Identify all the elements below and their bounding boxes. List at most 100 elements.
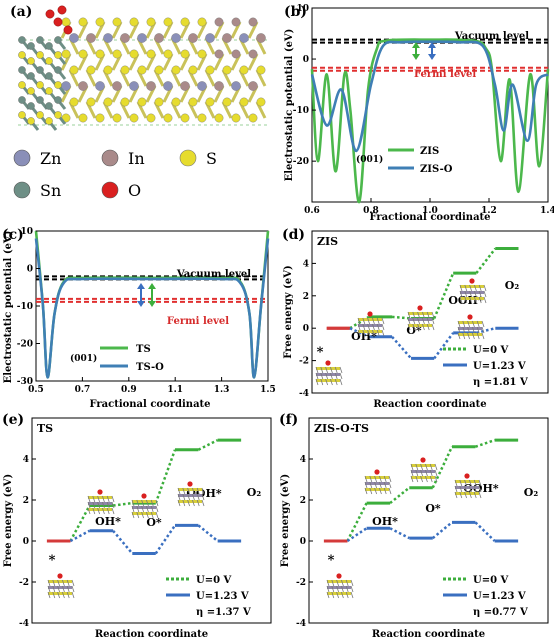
slab-bond — [478, 284, 482, 292]
slab-bond — [146, 505, 149, 513]
y-tick-label: 10 — [20, 227, 33, 237]
slab-bond — [469, 296, 472, 304]
slab-layer — [132, 506, 156, 509]
slab-bond — [92, 507, 96, 515]
species-label-1: OH* — [351, 330, 377, 343]
slab-bond — [425, 469, 428, 477]
slab-bond — [381, 317, 385, 325]
atom — [103, 33, 113, 43]
slab-bond — [341, 591, 344, 599]
slab-bond — [71, 579, 75, 587]
legend-label-1: U=1.23 V — [196, 591, 249, 602]
atom — [27, 72, 35, 80]
legend-zn: Zn — [40, 149, 61, 168]
y-tick-label: 4 — [300, 455, 306, 465]
atom — [163, 113, 173, 123]
atom — [171, 65, 181, 75]
legend-label-ts-o: TS-O — [136, 362, 164, 373]
atom — [146, 113, 156, 123]
legend-label-1: U=1.23 V — [473, 361, 526, 372]
slab-bond — [417, 317, 420, 325]
x-axis-label-f: Reaction coordinate — [372, 629, 485, 640]
atom — [231, 113, 241, 123]
atom — [197, 17, 207, 27]
atom — [112, 17, 122, 27]
slab-bond — [57, 591, 60, 599]
slab-bond — [136, 511, 140, 519]
energy-connector-1-0 — [346, 527, 368, 543]
slab-bond — [462, 320, 466, 328]
y-axis-label-f: Free energy (eV) — [280, 474, 291, 568]
crystal-structure — [18, 5, 267, 131]
slab-bond — [182, 499, 186, 507]
arrow-head-green-b-top — [412, 42, 420, 48]
slab-bond — [87, 501, 91, 509]
slab-bond — [367, 323, 370, 331]
slab-bond — [473, 485, 477, 493]
slab-bond — [464, 479, 467, 487]
slab-bond — [376, 323, 380, 331]
adsorbed-o-atom — [374, 469, 380, 475]
species-label-2: O* — [425, 502, 441, 515]
y-axis-label-d: Free energy (eV) — [283, 265, 294, 359]
legend-label-zis-o: ZIS-O — [420, 164, 453, 175]
slab-bond — [201, 499, 205, 507]
slab-bond — [177, 487, 181, 495]
adsorbed-o-atom — [141, 493, 147, 499]
slab-layer — [48, 586, 72, 589]
y-tick-label: 0 — [23, 537, 29, 547]
slab-bond — [111, 495, 115, 503]
atom — [214, 113, 224, 123]
slab-bond — [92, 501, 96, 509]
adsorbate-model — [459, 278, 487, 304]
legend-b: ZIS ZIS-O (001) — [356, 146, 453, 175]
energy-connector-1-2 — [154, 524, 177, 555]
slab-bond — [187, 499, 190, 507]
slab-bond — [97, 501, 100, 509]
slab-bond — [182, 493, 186, 501]
slab-bond — [192, 487, 195, 495]
series-lines-c — [34, 230, 270, 379]
atom — [214, 49, 224, 59]
legend-sn: Sn — [40, 181, 61, 200]
slab-bond — [155, 511, 159, 519]
slab-bond — [196, 487, 200, 495]
arrow-head-green-c-top — [148, 283, 156, 289]
slab-bond — [412, 311, 416, 319]
fermi-level-label-c: Fermi level — [167, 316, 229, 327]
atom — [120, 65, 130, 75]
adsorbate-model — [177, 481, 205, 507]
slab-bond — [457, 332, 461, 340]
arrow-head-blue-c — [137, 301, 145, 307]
slab-bond — [372, 329, 375, 337]
slab-bond — [150, 505, 154, 513]
slab-bond — [334, 378, 338, 386]
atom — [256, 65, 266, 75]
energy-connector-1-1 — [389, 527, 410, 540]
slab-layer — [358, 318, 382, 321]
band-offset-arrows-c — [137, 283, 156, 307]
y-tick-label: 0 — [27, 265, 33, 275]
slab-bond — [87, 495, 91, 503]
atom — [103, 97, 113, 107]
slab-layer — [88, 496, 112, 499]
slab-bond — [464, 491, 467, 499]
atom — [146, 49, 156, 59]
slab-bond — [367, 317, 370, 325]
slab-bond — [383, 487, 387, 495]
energy-connector-0-0 — [346, 502, 368, 542]
atom — [256, 97, 266, 107]
slab-bond — [407, 317, 411, 325]
slab-bond — [155, 499, 159, 507]
plot-frame-f — [308, 417, 549, 624]
y-tick-label: -4 — [296, 619, 306, 629]
adsorbed-o-atom — [467, 314, 473, 320]
slab-bond — [97, 495, 100, 503]
y-axis-label-e: Free energy (eV) — [3, 474, 14, 568]
slab-layer — [88, 502, 112, 505]
atom — [18, 66, 26, 74]
slab-bond — [315, 372, 319, 380]
slab-layer — [408, 324, 432, 327]
slab-bond — [481, 326, 485, 334]
